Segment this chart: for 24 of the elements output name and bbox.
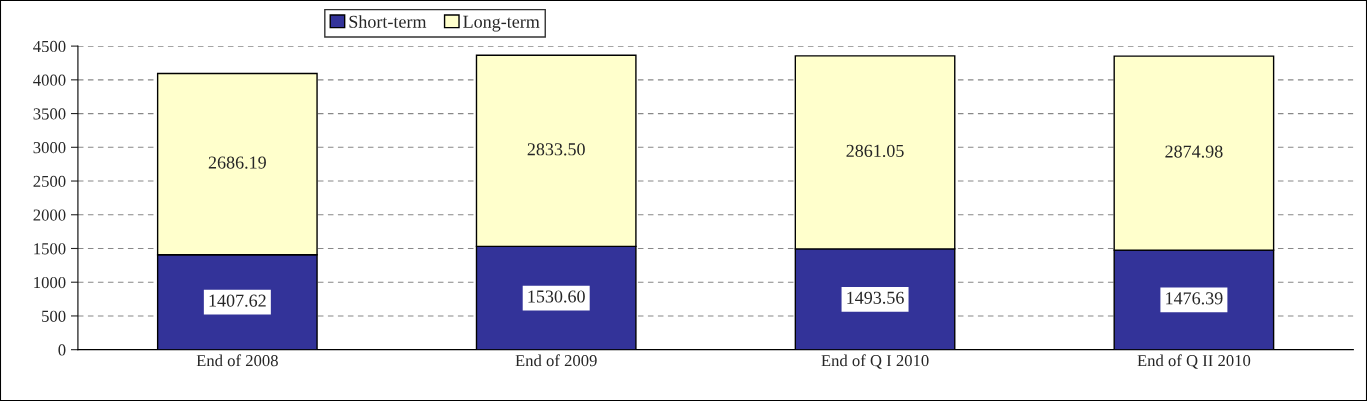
y-tick-label: 4000 — [33, 74, 66, 86]
y-tick-label: 2500 — [33, 175, 66, 187]
x-tick-label: End of 2009 — [515, 354, 597, 367]
y-tick-label: 4500 — [33, 40, 66, 53]
legend-label: Long-term — [463, 15, 540, 32]
y-tick-label: 2000 — [33, 209, 66, 221]
data-label: 2861.05 — [846, 144, 904, 158]
x-tick-label: End of Q I 2010 — [821, 354, 929, 369]
legend-label: Short-term — [349, 15, 427, 28]
data-label: 1407.62 — [209, 294, 266, 307]
data-label: 2833.50 — [527, 143, 585, 156]
x-tick-label: End of Q II 2010 — [1137, 354, 1251, 369]
data-label: 2686.19 — [208, 156, 266, 169]
data-label: 1493.56 — [847, 291, 904, 304]
data-label: 1476.39 — [1166, 292, 1223, 305]
data-label: 1530.60 — [528, 290, 585, 303]
y-tick-label: 500 — [42, 310, 66, 322]
y-tick-label: 1000 — [34, 276, 66, 289]
y-tick-label: 1500 — [34, 243, 66, 255]
y-tick-label: 3500 — [33, 108, 66, 120]
data-label: 2874.98 — [1165, 145, 1223, 158]
x-tick-label: End of 2008 — [196, 354, 278, 367]
y-tick-label: 3000 — [33, 142, 66, 154]
y-tick-label: 0 — [58, 344, 66, 356]
